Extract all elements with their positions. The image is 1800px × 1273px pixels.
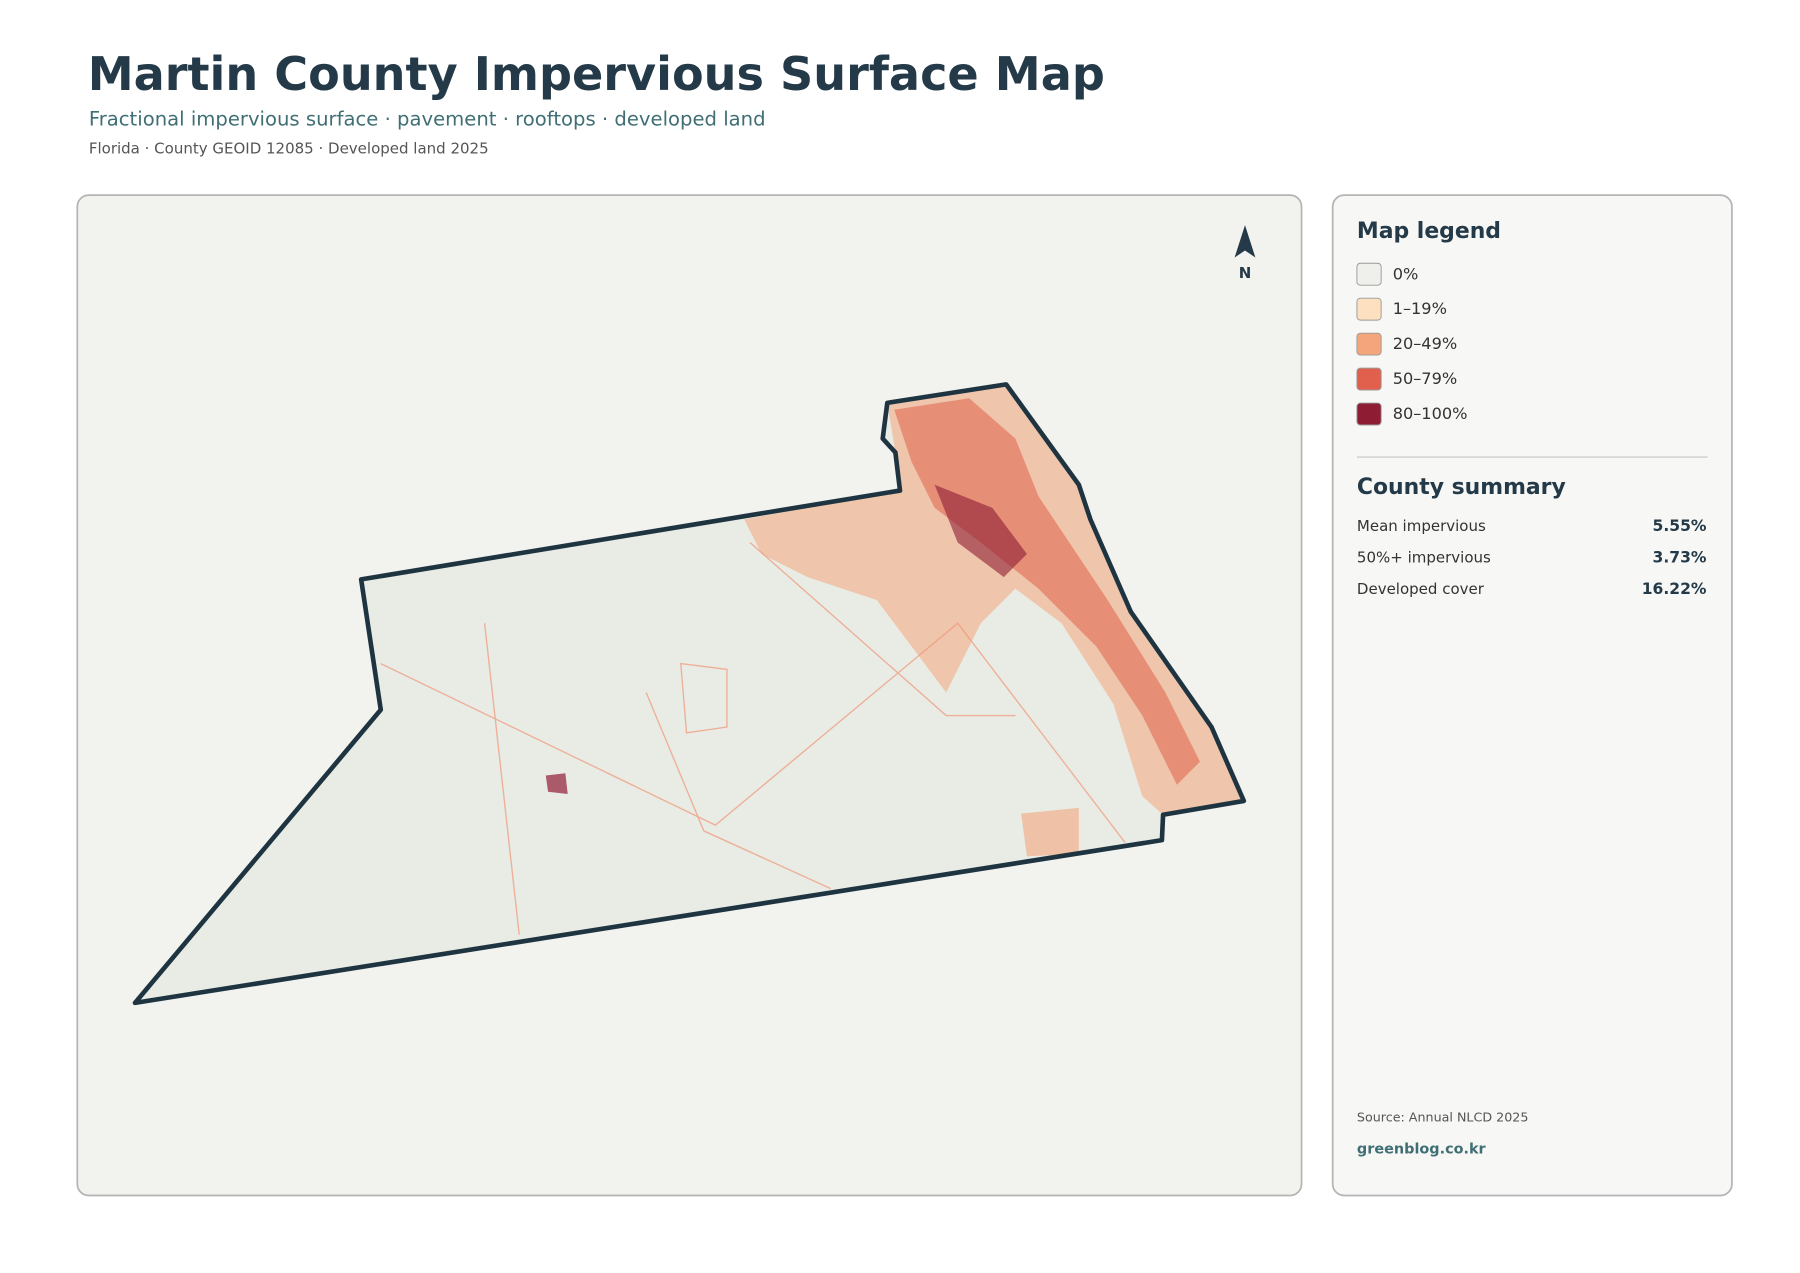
county-map (132, 382, 1247, 1006)
developed-patch (545, 773, 568, 794)
summary-value: 5.55% (1653, 517, 1707, 535)
subtitle: Fractional impervious surface · pavement… (89, 108, 766, 131)
north-label: N (1239, 264, 1252, 282)
legend-swatch (1356, 332, 1382, 356)
legend-label: 80–100% (1393, 404, 1468, 423)
legend-swatch (1356, 262, 1382, 286)
legend-swatch (1356, 367, 1382, 391)
title: Martin County Impervious Surface Map (88, 47, 1105, 101)
roads (380, 541, 1126, 935)
legend-label: 20–49% (1393, 334, 1457, 353)
urban-area (894, 398, 1200, 785)
legend-label: 50–79% (1393, 369, 1457, 388)
county-outline (132, 382, 1247, 1006)
site-link: greenblog.co.kr (1357, 1141, 1487, 1157)
legend-panel (1331, 194, 1733, 1197)
summary-label: Mean impervious (1357, 517, 1486, 535)
developed-area (744, 384, 1244, 815)
meta: Florida · County GEOID 12085 · Developed… (89, 140, 489, 158)
summary-value: 3.73% (1653, 548, 1707, 566)
legend-items: 0% 1–19% 20–49% 50–79% 80–100% (1356, 262, 1468, 426)
summary-rows: Mean impervious 5.55% 50%+ impervious 3.73%… (1357, 517, 1707, 598)
urban-core (934, 484, 1027, 578)
legend-swatch (1356, 402, 1382, 426)
legend-title: Map legend (1357, 219, 1501, 244)
source: Source: Annual NLCD 2025 (1357, 1110, 1529, 1125)
legend-swatch (1356, 297, 1382, 321)
summary-label: 50%+ impervious (1357, 548, 1491, 566)
north-arrow (1234, 225, 1256, 258)
summary-value: 16.22% (1642, 580, 1707, 598)
summary-label: Developed cover (1357, 580, 1485, 598)
legend-label: 1–19% (1393, 299, 1447, 318)
developed-patch (1021, 807, 1079, 857)
summary-title: County summary (1357, 475, 1566, 500)
legend-label: 0% (1393, 264, 1419, 283)
